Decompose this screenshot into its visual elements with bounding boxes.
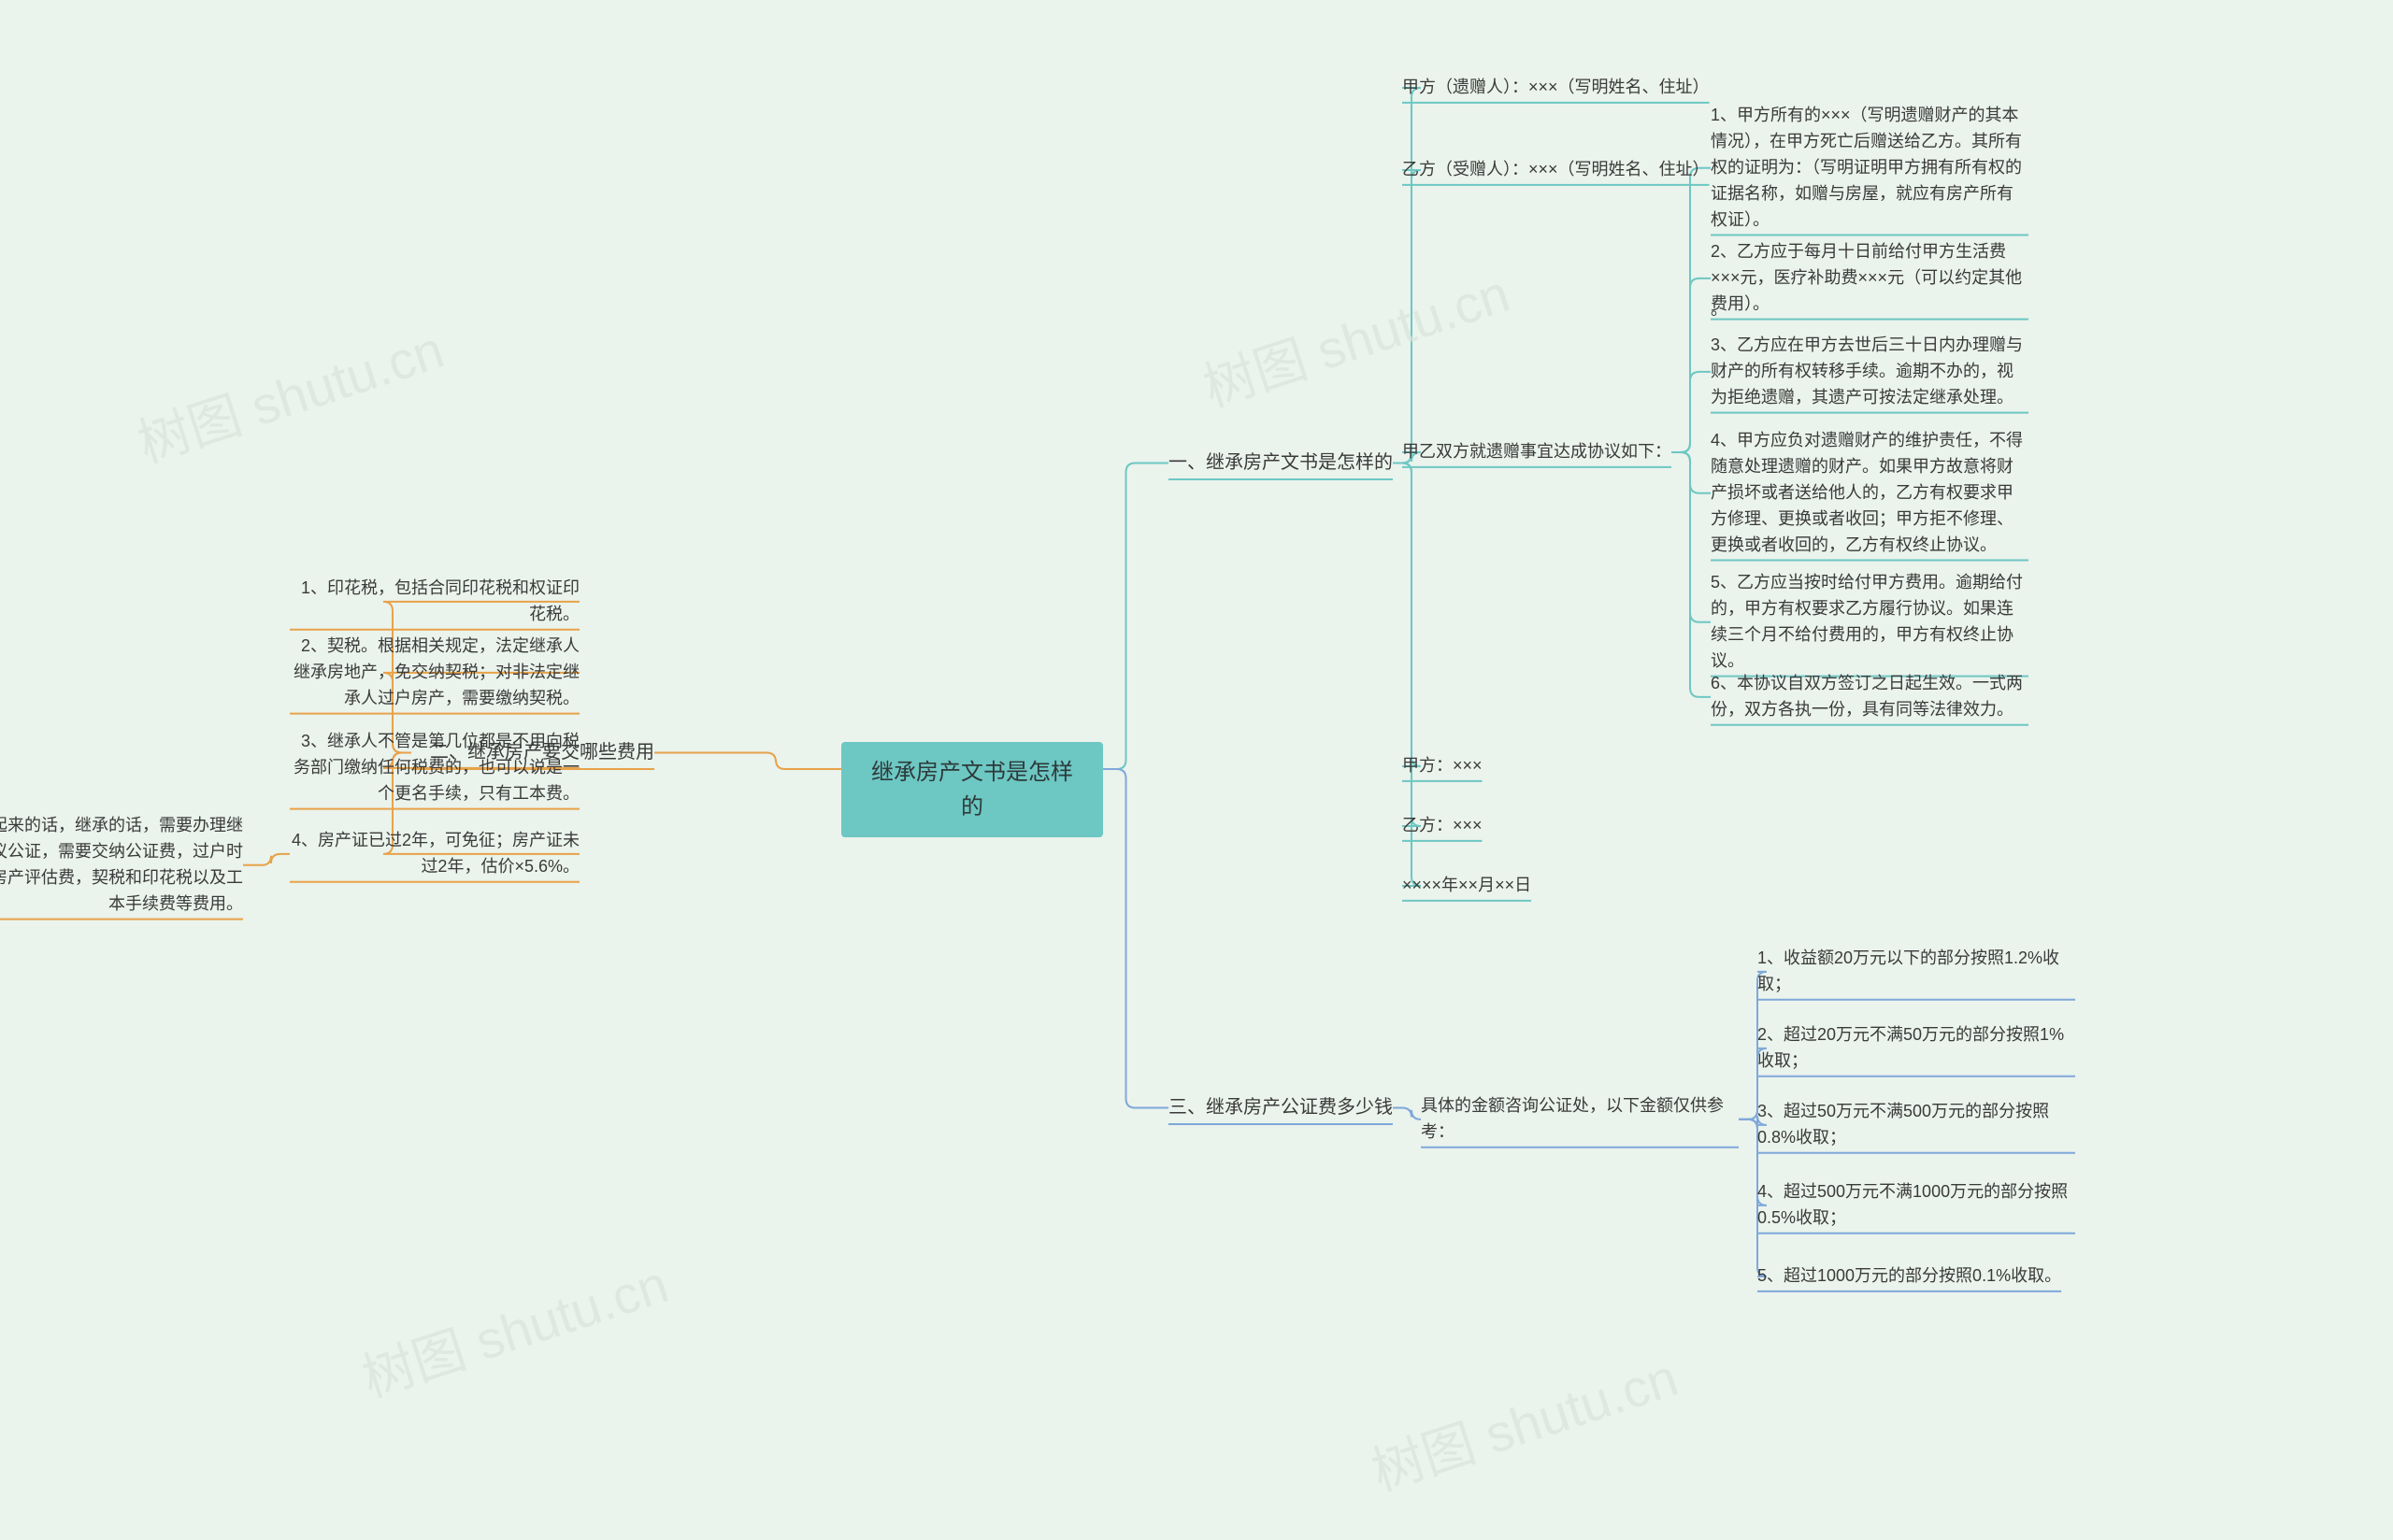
connector xyxy=(1393,88,1421,463)
connector xyxy=(1103,769,1168,1108)
mindmap-node-s2d: 4、房产证已过2年，可免征；房产证未过2年，估价×5.6%。 xyxy=(290,828,580,880)
mindmap-node-s1b: 乙方（受赠人）：×××（写明姓名、住址） xyxy=(1402,157,1710,183)
mindmap-node-s1a: 甲方（遗赠人）：×××（写明姓名、住址） xyxy=(1402,75,1710,101)
mindmap-node-s1c3: 。 xyxy=(1711,297,1729,323)
mindmap-node-s2d1: 总结起来的话，继承的话，需要办理继承协议公证，需要交纳公证费，过户时缴纳房产评估… xyxy=(0,813,243,918)
connector xyxy=(654,753,841,770)
connector xyxy=(243,854,290,865)
connector xyxy=(1393,463,1421,766)
center-node: 继承房产文书是怎样的 xyxy=(841,742,1103,837)
mindmap-node-s1c5: 4、甲方应负对遗赠财产的维护责任，不得随意处理遗赠的财产。如果甲方故意将财产损坏… xyxy=(1711,428,2028,558)
mindmap-node-s1c: 甲乙双方就遗赠事宜达成协议如下： xyxy=(1402,439,1671,465)
mindmap-node-s1c1: 1、甲方所有的×××（写明遗赠财产的其本情况），在甲方死亡后赠送给乙方。其所有权… xyxy=(1711,103,2028,233)
mindmap-node-s1c2: 2、乙方应于每月十日前给付甲方生活费×××元，医疗补助费×××元（可以约定其他费… xyxy=(1711,239,2028,318)
mindmap-node-s2b: 2、契税。根据相关规定，法定继承人继承房地产，免交纳契税；对非法定继承人过户房产… xyxy=(290,634,580,712)
connector xyxy=(1671,372,1711,452)
connector xyxy=(1393,170,1421,463)
mindmap-node-s3a5: 5、超过1000万元的部分按照0.1%收取。 xyxy=(1757,1263,2061,1290)
mindmap-node-s3a: 具体的金额咨询公证处，以下金额仅供参考： xyxy=(1421,1093,1739,1146)
connector xyxy=(1393,1108,1421,1119)
mindmap-node-s1e: 乙方：××× xyxy=(1402,813,1483,839)
connector xyxy=(1671,452,1711,493)
connector xyxy=(1671,278,1711,452)
mindmap-node-s1: 一、继承房产文书是怎样的 xyxy=(1168,449,1393,478)
mindmap-node-s2a: 1、印花税，包括合同印花税和权证印花税。 xyxy=(290,576,580,628)
mindmap-node-s1c6: 5、乙方应当按时给付甲方费用。逾期给付的，甲方有权要求乙方履行协议。如果连续三个… xyxy=(1711,570,2028,675)
mindmap-node-s1c4: 3、乙方应在甲方去世后三十日内办理赠与财产的所有权转移手续。逾期不办的，视为拒绝… xyxy=(1711,333,2028,411)
connector xyxy=(1671,452,1711,697)
connector xyxy=(1671,452,1711,622)
watermark: 树图 shutu.cn xyxy=(351,1243,677,1413)
mindmap-node-s1d: 甲方：××× xyxy=(1402,753,1483,779)
mindmap-node-s3a3: 3、超过50万元不满500万元的部分按照0.8%收取； xyxy=(1757,1099,2075,1151)
mindmap-node-s2c: 3、继承人不管是第几位都是不用向税务部门缴纳任何税费的，也可以说是一个更名手续，… xyxy=(290,729,580,807)
mindmap-node-s3a4: 4、超过500万元不满1000万元的部分按照0.5%收取； xyxy=(1757,1179,2075,1232)
mindmap-node-s1f: ××××年××月××日 xyxy=(1402,873,1531,899)
connector xyxy=(1103,463,1168,770)
watermark: 树图 shutu.cn xyxy=(1361,1336,1686,1506)
mindmap-node-s1c7: 6、本协议自双方签订之日起生效。一式两份，双方各执一份，具有同等法律效力。 xyxy=(1711,671,2028,723)
mindmap-node-s3a2: 2、超过20万元不满50万元的部分按照1%收取； xyxy=(1757,1022,2075,1075)
watermark: 树图 shutu.cn xyxy=(1193,252,1518,422)
mindmap-node-s3: 三、继承房产公证费多少钱 xyxy=(1168,1093,1393,1122)
connector xyxy=(1671,168,1711,452)
watermark: 树图 shutu.cn xyxy=(127,308,452,478)
mindmap-node-s3a1: 1、收益额20万元以下的部分按照1.2%收取； xyxy=(1757,946,2075,998)
